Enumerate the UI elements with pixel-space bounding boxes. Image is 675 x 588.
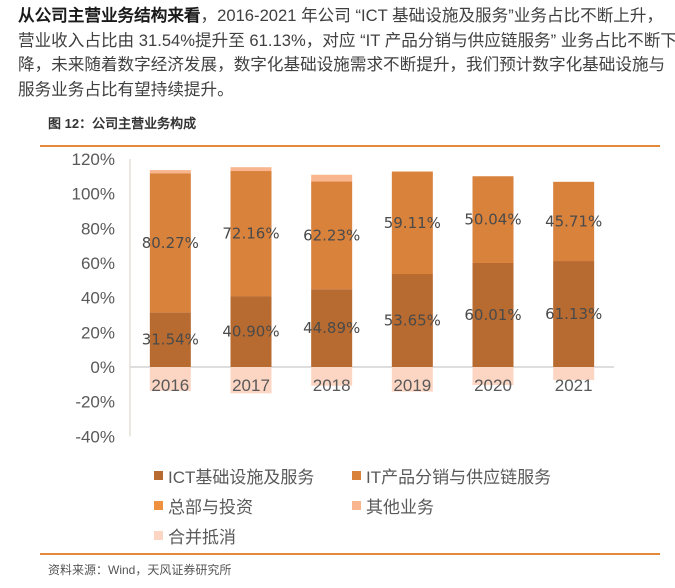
chart-legend: ICT基础设施及服务 IT产品分销与供应链服务 总部与投资 其他业务 合并抵消 xyxy=(154,460,572,550)
bar-segment xyxy=(149,367,191,391)
figure-caption: 图 12：公司主营业务构成 xyxy=(48,116,197,131)
paragraph-lead-bold: 从公司主营业务结构来看 xyxy=(18,6,201,25)
bar-segment xyxy=(553,367,595,380)
data-label: 44.89% xyxy=(303,319,360,337)
data-label: 72.16% xyxy=(222,225,279,243)
legend-swatch xyxy=(154,530,163,540)
bar-segment xyxy=(391,367,433,392)
data-source-note: 资料来源：Wind，天风证券研究所 xyxy=(48,563,232,577)
data-label: 53.65% xyxy=(384,312,441,330)
bar-segment xyxy=(311,174,353,182)
data-label: 40.90% xyxy=(222,323,279,341)
data-label: 31.54% xyxy=(142,331,199,349)
y-tick-label: 60% xyxy=(81,254,115,273)
x-tick-label: 2020 xyxy=(474,376,512,395)
legend-swatch xyxy=(154,500,163,510)
bar-segment xyxy=(149,170,191,174)
bar-segment xyxy=(391,274,433,367)
bar-segment xyxy=(230,167,272,172)
data-label: 45.71% xyxy=(545,212,602,230)
legend-swatch xyxy=(352,470,361,480)
y-tick-label: 120% xyxy=(72,150,115,169)
y-tick-label: -20% xyxy=(75,393,115,412)
paragraph-line-2: 营业收入占比由 31.54%提升至 61.13%，对应 “IT 产品分销与供应链… xyxy=(18,30,675,50)
bar-segment xyxy=(472,176,514,263)
legend-item-ict: ICT基础设施及服务 xyxy=(154,460,352,490)
y-tick-label: 0% xyxy=(90,358,115,377)
y-tick-label: -40% xyxy=(75,427,115,446)
legend-swatch xyxy=(352,500,361,510)
data-label: 62.23% xyxy=(303,226,360,244)
y-tick-label: 80% xyxy=(81,219,115,238)
paragraph-line-1-text: ，2016-2021 年公司 “ICT 基础设施及服务”业务占比不断上升， xyxy=(200,6,664,25)
x-tick-label: 2018 xyxy=(313,376,351,395)
bar-segment xyxy=(149,173,191,313)
bar-segment xyxy=(391,171,433,275)
data-label: 61.13% xyxy=(545,305,602,323)
data-label: 60.01% xyxy=(464,306,521,324)
article-paragraph: 从公司主营业务结构来看，2016-2021 年公司 “ICT 基础设施及服务”业… xyxy=(18,4,675,102)
bar-segment xyxy=(472,367,514,386)
x-tick-label: 2021 xyxy=(555,376,593,395)
caption-divider xyxy=(40,145,660,147)
y-tick-label: 20% xyxy=(81,323,115,342)
y-tick-label: 100% xyxy=(72,185,115,204)
legend-item-hq-investment: 总部与投资 xyxy=(154,490,352,520)
bar-segment xyxy=(311,367,353,386)
bar-segment xyxy=(553,261,595,367)
data-label: 80.27% xyxy=(142,234,199,252)
x-tick-label: 2016 xyxy=(151,376,189,395)
paragraph-line-4: 服务业务占比有望持续提升。 xyxy=(18,79,234,99)
bar-segment xyxy=(472,262,514,367)
source-divider xyxy=(40,553,660,555)
paragraph-line-1: 从公司主营业务结构来看，2016-2021 年公司 “ICT 基础设施及服务”业… xyxy=(18,4,673,29)
data-label: 50.04% xyxy=(464,211,521,229)
bar-segment xyxy=(149,312,191,367)
legend-item-consolidation-offset: 合并抵消 xyxy=(154,520,352,550)
legend-item-it-distribution: IT产品分销与供应链服务 xyxy=(352,460,572,490)
bar-segment xyxy=(311,289,353,367)
data-label: 59.11% xyxy=(384,214,441,232)
bar-segment xyxy=(311,181,353,290)
bar-segment xyxy=(553,181,595,262)
x-tick-label: 2017 xyxy=(232,376,270,395)
legend-item-other-business: 其他业务 xyxy=(352,490,572,520)
legend-label: IT产品分销与供应链服务 xyxy=(366,467,552,487)
bar-segment xyxy=(230,171,272,297)
paragraph-line-3: 降，未来随着数字经济发展，数字化基础设施需求不断提升，我们预计数字化基础设施与 xyxy=(18,55,666,74)
legend-label: 其他业务 xyxy=(366,497,434,517)
x-tick-label: 2019 xyxy=(393,376,431,395)
bar-segment xyxy=(230,367,272,394)
legend-label: 总部与投资 xyxy=(168,497,253,517)
bar-segment xyxy=(230,296,272,367)
legend-label: 合并抵消 xyxy=(168,527,236,547)
legend-label: ICT基础设施及服务 xyxy=(168,467,315,487)
y-tick-label: 40% xyxy=(81,289,115,308)
legend-swatch xyxy=(154,470,163,480)
